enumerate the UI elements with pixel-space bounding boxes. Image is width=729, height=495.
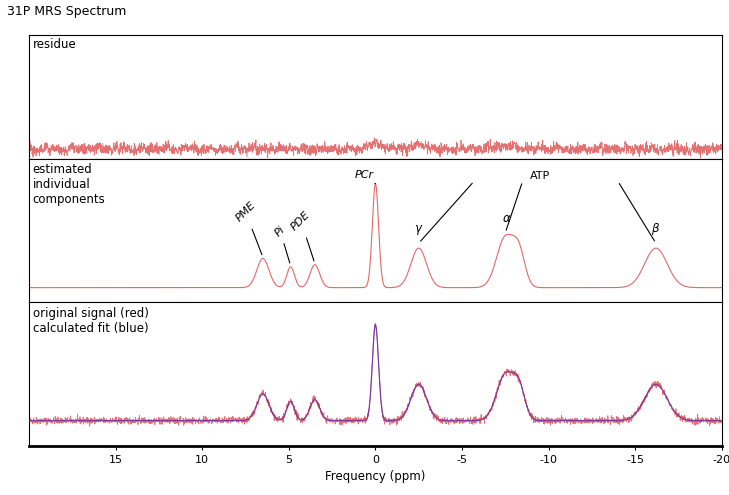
Text: 31P MRS Spectrum: 31P MRS Spectrum [7,5,127,18]
Text: $\alpha$: $\alpha$ [502,212,512,225]
Text: PCr: PCr [355,169,375,184]
Text: Pi: Pi [273,224,290,263]
Text: estimated
individual
components: estimated individual components [33,163,106,206]
Text: $\gamma$: $\gamma$ [415,223,424,237]
Text: ATP: ATP [530,171,550,181]
Text: original signal (red)
calculated fit (blue): original signal (red) calculated fit (bl… [33,306,149,335]
Text: residue: residue [33,39,77,51]
Text: $\beta$: $\beta$ [651,221,660,237]
X-axis label: Frequency (ppm): Frequency (ppm) [325,470,426,483]
Text: PDE: PDE [289,209,314,261]
Text: PME: PME [234,200,262,255]
